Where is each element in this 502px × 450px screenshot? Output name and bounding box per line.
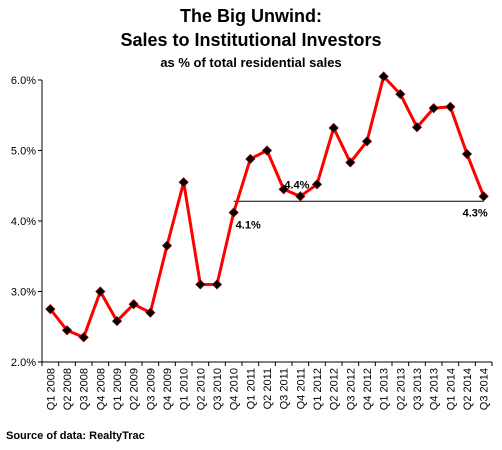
x-tick-label: Q4 2008 xyxy=(95,368,107,410)
data-point xyxy=(161,240,173,251)
data-point xyxy=(45,304,56,315)
data-point xyxy=(111,316,123,327)
data-point xyxy=(195,279,206,290)
data-point xyxy=(178,177,189,188)
x-tick-label: Q2 2009 xyxy=(129,368,141,410)
data-point xyxy=(145,307,156,318)
x-tick-label: Q1 2014 xyxy=(445,368,457,410)
x-axis-ticks: Q1 2008 Q2 2008 Q3 2008 Q4 2008 Q1 2009 Q2 20… xyxy=(41,362,493,410)
x-tick-label: Q1 2009 xyxy=(112,368,124,410)
data-point xyxy=(228,207,239,218)
data-point xyxy=(461,148,473,160)
x-tick-label: Q3 2012 xyxy=(345,368,357,410)
data-point xyxy=(278,184,289,195)
data-point xyxy=(345,157,356,168)
annotation-label: 4.3% xyxy=(463,207,488,219)
data-point xyxy=(378,71,389,82)
y-axis-ticks: 2.0% 3.0% 4.0% 5.0% 6.0% xyxy=(11,75,42,369)
data-point xyxy=(445,101,456,112)
data-point xyxy=(295,191,306,202)
data-point xyxy=(261,145,273,156)
x-tick-label: Q1 2008 xyxy=(45,368,57,410)
chart-subtitle: as % of total residential sales xyxy=(160,55,342,70)
series-line xyxy=(49,74,486,339)
source-note: Source of data: RealtyTrac xyxy=(6,430,145,442)
data-point xyxy=(128,299,139,310)
data-point xyxy=(245,153,256,165)
x-tick-label: Q2 2008 xyxy=(62,368,74,410)
x-tick-label: Q2 2012 xyxy=(329,368,341,410)
chart-title-block: The Big Unwind: Sales to Institutional I… xyxy=(0,4,502,71)
data-point xyxy=(411,122,423,133)
x-tick-label: Q1 2012 xyxy=(312,368,324,410)
x-tick-label: Q2 2013 xyxy=(395,368,407,410)
x-tick-label: Q3 2014 xyxy=(479,368,491,410)
data-point xyxy=(311,179,323,190)
data-point xyxy=(361,136,373,147)
data-point xyxy=(395,89,406,100)
data-point xyxy=(328,122,339,134)
data-point xyxy=(211,279,223,290)
x-tick-label: Q4 2011 xyxy=(295,368,307,409)
data-point xyxy=(95,286,106,297)
x-tick-label: Q3 2011 xyxy=(279,368,291,409)
x-tick-label: Q1 2013 xyxy=(379,368,391,410)
y-tick-label: 4.0% xyxy=(11,216,36,228)
chart-axes xyxy=(41,80,492,363)
x-tick-label: Q2 2010 xyxy=(195,368,207,410)
x-tick-label: Q3 2010 xyxy=(212,368,224,410)
x-tick-label: Q3 2013 xyxy=(412,368,424,410)
y-tick-label: 6.0% xyxy=(11,75,36,87)
x-tick-label: Q1 2011 xyxy=(245,368,257,409)
data-point xyxy=(61,325,73,336)
annotation-label: 4.4% xyxy=(284,179,309,191)
x-tick-label: Q3 2009 xyxy=(145,368,157,410)
chart-title-line-2: Sales to Institutional Investors xyxy=(120,30,382,50)
x-tick-label: Q3 2008 xyxy=(79,368,91,410)
x-tick-label: Q4 2010 xyxy=(229,368,241,410)
annotation-label: 4.1% xyxy=(236,220,261,232)
annotations-group: 4.1% 4.4% 4.3% xyxy=(236,179,488,231)
series-group xyxy=(45,71,489,343)
data-point xyxy=(478,191,489,202)
data-point xyxy=(428,103,439,114)
x-tick-label: Q4 2012 xyxy=(362,368,374,410)
chart-title-line-1: The Big Unwind: xyxy=(180,6,322,26)
x-tick-label: Q4 2009 xyxy=(162,368,174,410)
y-tick-label: 3.0% xyxy=(11,287,36,299)
x-tick-label: Q2 2014 xyxy=(462,368,474,410)
y-tick-label: 2.0% xyxy=(11,357,36,369)
data-point xyxy=(78,332,89,343)
y-tick-label: 5.0% xyxy=(11,146,36,158)
x-tick-label: Q1 2010 xyxy=(179,368,191,410)
x-tick-label: Q2 2011 xyxy=(262,368,274,409)
x-tick-label: Q4 2013 xyxy=(429,368,441,410)
